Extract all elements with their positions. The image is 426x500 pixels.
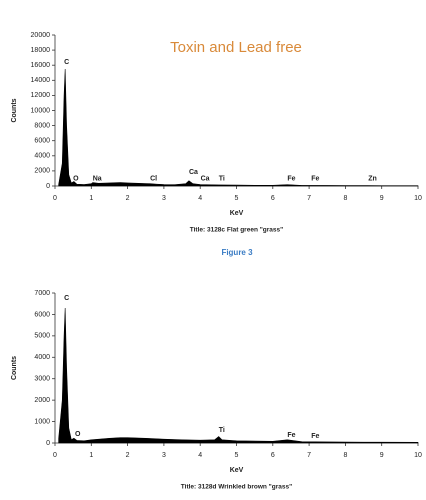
chart-title: Title: 3128d Wrinkled brown "grass" (181, 484, 292, 491)
y-tick-label: 0 (46, 440, 50, 447)
y-tick-label: 1000 (34, 418, 50, 425)
x-tick-label: 0 (53, 452, 57, 459)
x-tick-label: 10 (414, 452, 422, 459)
peak-label: Ca (201, 175, 210, 182)
peak-label: O (75, 431, 81, 438)
x-tick-label: 2 (126, 195, 130, 202)
peak-label: Fe (287, 432, 295, 439)
x-tick-label: 7 (307, 452, 311, 459)
x-tick-label: 7 (307, 195, 311, 202)
y-tick-label: 20000 (31, 32, 51, 39)
y-tick-label: 10000 (31, 107, 51, 114)
y-tick-label: 5000 (34, 333, 50, 340)
peak-label: Fe (311, 433, 319, 440)
x-tick-label: 8 (343, 195, 347, 202)
x-tick-label: 5 (235, 452, 239, 459)
y-tick-label: 4000 (34, 153, 50, 160)
peak-label: Fe (311, 175, 319, 182)
y-axis-label: Counts (11, 98, 18, 122)
y-tick-label: 2000 (34, 397, 50, 404)
x-tick-label: 10 (414, 195, 422, 202)
x-tick-label: 4 (198, 452, 202, 459)
x-tick-label: 2 (126, 452, 130, 459)
y-tick-label: 6000 (34, 138, 50, 145)
x-tick-label: 1 (89, 195, 93, 202)
y-tick-label: 4000 (34, 354, 50, 361)
x-tick-label: 3 (162, 195, 166, 202)
spectrum (58, 68, 419, 187)
annotation: Toxin and Lead free (170, 39, 302, 56)
x-tick-label: 0 (53, 195, 57, 202)
x-axis-label: KeV (230, 210, 244, 217)
y-tick-label: 16000 (31, 62, 51, 69)
peak-label: C (64, 59, 69, 66)
peak-label: O (73, 175, 79, 182)
x-tick-label: 3 (162, 452, 166, 459)
spectrum (58, 307, 419, 444)
y-tick-label: 14000 (31, 77, 51, 84)
y-tick-label: 7000 (34, 290, 50, 297)
peak-label: Zn (368, 175, 377, 182)
x-tick-label: 1 (89, 452, 93, 459)
x-tick-label: 8 (343, 452, 347, 459)
y-tick-label: 3000 (34, 376, 50, 383)
x-axis-label: KeV (230, 467, 244, 474)
peak-label: Na (93, 175, 102, 182)
y-tick-label: 2000 (34, 168, 50, 175)
x-tick-label: 9 (380, 195, 384, 202)
x-tick-label: 6 (271, 195, 275, 202)
peak-label: Ca (189, 169, 198, 176)
x-tick-label: 5 (235, 195, 239, 202)
peak-label: C (64, 295, 69, 302)
peak-label: Cl (150, 175, 157, 182)
x-tick-label: 9 (380, 452, 384, 459)
peak-label: Fe (287, 175, 295, 182)
y-tick-label: 0 (46, 183, 50, 190)
y-tick-label: 6000 (34, 311, 50, 318)
figure-caption: Figure 3 (221, 248, 253, 257)
x-tick-label: 6 (271, 452, 275, 459)
peak-label: Ti (219, 427, 225, 434)
y-tick-label: 12000 (31, 92, 51, 99)
chart-title: Title: 3128c Flat green "grass" (190, 227, 283, 234)
x-tick-label: 4 (198, 195, 202, 202)
y-axis-label: Counts (11, 356, 18, 380)
peak-label: Ti (219, 175, 225, 182)
y-tick-label: 18000 (31, 47, 51, 54)
y-tick-label: 8000 (34, 122, 50, 129)
